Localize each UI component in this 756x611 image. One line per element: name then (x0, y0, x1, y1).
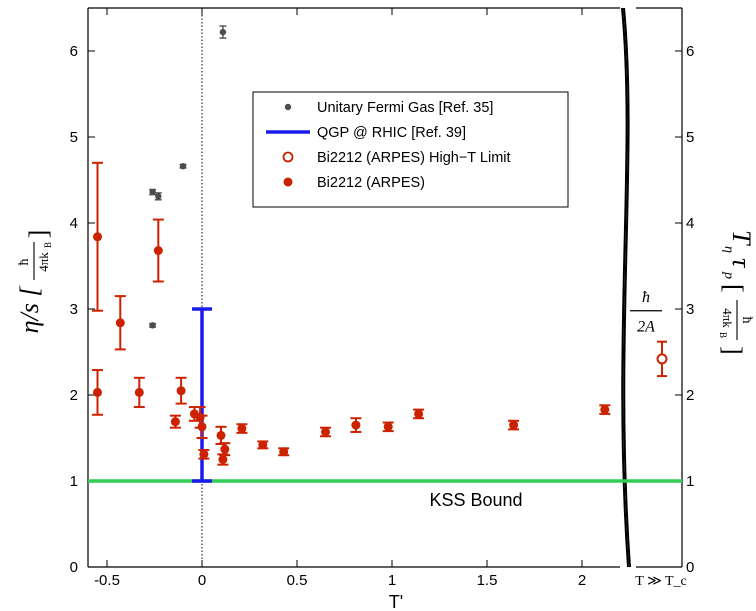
y-tick-label-right: 6 (686, 43, 694, 60)
y-right-numerator: ħ (739, 317, 754, 324)
legend-label: Bi2212 (ARPES) (317, 175, 425, 191)
y-right-subscript: B (718, 332, 728, 338)
legend: Unitary Fermi Gas [Ref. 35] QGP @ RHIC [R… (252, 91, 569, 208)
bi2212-point (414, 409, 424, 419)
legend-label: QGP @ RHIC [Ref. 39] (317, 125, 466, 141)
fermi-gas-point (219, 28, 227, 36)
legend-marker-filled (284, 103, 292, 111)
legend-marker-filled (283, 177, 293, 187)
fermi-gas-point (149, 322, 156, 329)
y-tick-label-left: 5 (70, 129, 78, 146)
bi2212-point (197, 422, 207, 432)
y-right-denominator: 4πk (720, 308, 735, 328)
y-tick-label-right: 4 (686, 215, 694, 232)
y-tick-label-right: 3 (686, 301, 694, 318)
bi2212-point (153, 246, 163, 256)
y-right-label-eta: η (721, 246, 736, 253)
y-left-numerator: ħ (17, 259, 32, 266)
bi2212-point (383, 422, 393, 432)
bi2212-point (509, 420, 519, 430)
y-left-denominator: 4πk (36, 252, 51, 272)
break-line-right (623, 7, 631, 568)
bi2212-point (258, 440, 268, 450)
bi2212-point (134, 387, 144, 397)
bi2212-point (93, 387, 102, 397)
y-right-label-p: p (721, 271, 736, 279)
bi2212-point (199, 449, 209, 459)
high-t-point (656, 353, 668, 365)
y-tick-label-left: 4 (70, 215, 78, 232)
fermi-gas-point (179, 163, 187, 170)
bi2212-point (237, 424, 247, 434)
y-tick-label-right: 0 (686, 559, 694, 576)
plot-frame (87, 7, 683, 568)
y-axis-label-left: η/s [ (15, 285, 44, 334)
y-left-bracket-close: ] (24, 230, 53, 239)
y-right-bracket-open: [ (719, 284, 748, 293)
x-axis-label: T' (389, 592, 403, 611)
x-tick-label: 1 (388, 572, 396, 589)
x-tick-label-high-t: T ≫ T_c (635, 574, 686, 589)
bi2212-point (220, 444, 230, 454)
y-left-fraction: ħ 4πk B] (17, 230, 53, 280)
bi2212-point (176, 386, 186, 396)
y-right-bracket-close: ] (718, 346, 747, 355)
hbar-2a-numerator: ħ (642, 289, 650, 306)
y-tick-label-left: 0 (70, 559, 78, 576)
high-t-panel: ħ 2A (630, 289, 668, 378)
x-axis-ticks: -0.5 0 0.5 1 1.5 2 T ≫ T_c (94, 8, 687, 589)
legend-marker-open (282, 151, 294, 163)
x-tick-label: 2 (578, 572, 586, 589)
kss-bound: KSS Bound (88, 479, 682, 510)
bi2212-point (279, 447, 289, 457)
bi2212-point (115, 318, 125, 328)
y-axis-label-left-math: ħ 4πk B] (17, 230, 53, 280)
bi2212-point (351, 420, 361, 430)
kss-bound-label: KSS Bound (429, 490, 522, 510)
y-tick-label-left: 1 (70, 473, 78, 490)
x-tick-label: -0.5 (94, 572, 120, 589)
y-tick-label-right: 2 (686, 387, 694, 404)
y-tick-label-right: 1 (686, 473, 694, 490)
break-line-left (621, 7, 629, 568)
y-tick-label-right: 5 (686, 129, 694, 146)
x-tick-label: 0.5 (287, 572, 308, 589)
y-tick-label-left: 6 (70, 43, 78, 60)
bi2212-point (195, 412, 205, 422)
y-tick-label-left: 2 (70, 387, 78, 404)
legend-label: Unitary Fermi Gas [Ref. 35] (317, 100, 493, 116)
y-axis-ticks: 0 0 1 1 2 2 3 3 4 4 5 5 6 6 (70, 43, 695, 576)
fermi-gas-point (149, 188, 156, 196)
legend-label: Bi2212 (ARPES) High−T Limit (317, 150, 511, 166)
y-right-label-tau: τ (727, 258, 756, 269)
x-tick-label: 0 (198, 572, 206, 589)
legend-box (252, 91, 569, 208)
axis-break (620, 6, 636, 569)
bi2212-point (600, 405, 610, 415)
y-tick-label-left: 3 (70, 301, 78, 318)
fermi-gas-point (155, 193, 162, 200)
y-right-label-t: T (727, 230, 756, 246)
bi2212-point (170, 417, 180, 427)
bi2212-point (216, 430, 226, 440)
x-tick-label: 1.5 (477, 572, 498, 589)
hbar-2a-denominator: 2A (637, 318, 655, 335)
bi2212-point (321, 427, 330, 437)
series-layer (92, 25, 611, 483)
svg-text:η/s [: η/s [ (15, 285, 44, 334)
bi2212-point (218, 455, 228, 464)
bi2212-point (93, 232, 102, 242)
y-left-subscript: B (43, 242, 53, 248)
